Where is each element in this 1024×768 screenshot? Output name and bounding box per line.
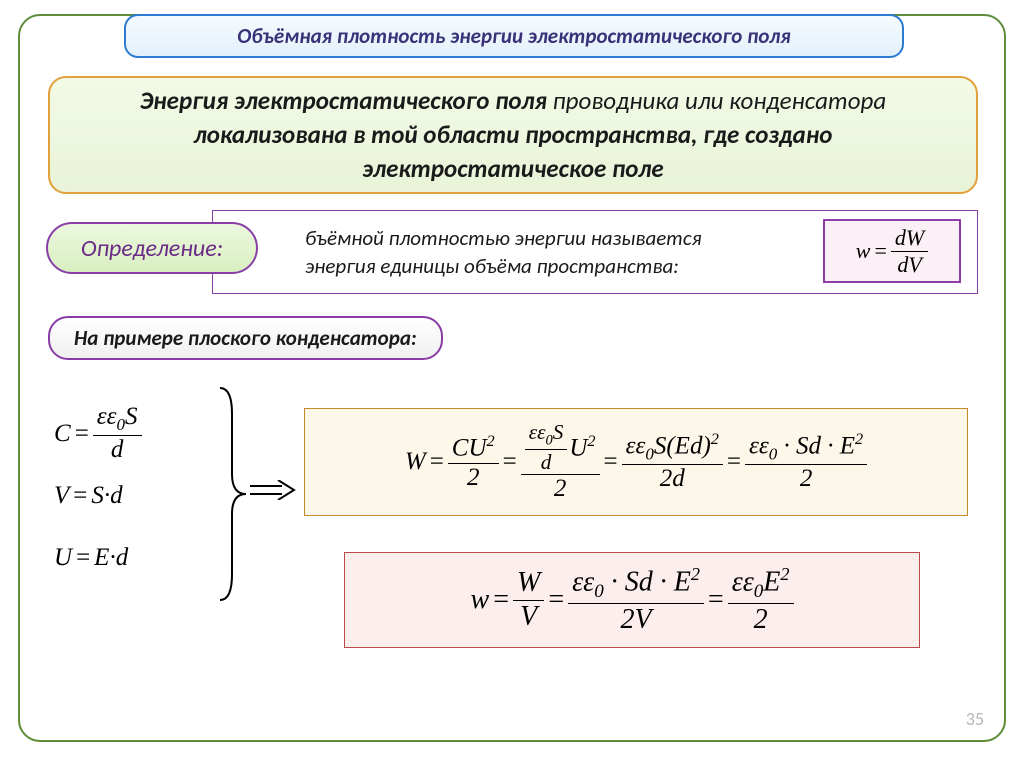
example-label-text: На примере плоского конденсатора:	[74, 325, 417, 351]
page-number: 35	[966, 708, 984, 730]
slide-title-text: Объёмная плотность энергии электростатич…	[237, 23, 790, 49]
slide-title-pill: Объёмная плотность энергии электростатич…	[124, 14, 904, 58]
definition-label-pill: Определение:	[46, 222, 258, 274]
definition-line-2: энергия единицы объёма пространства:	[305, 253, 679, 279]
definition-line-1: бъёмной плотностью энергии называется	[305, 225, 702, 251]
definition-label-text: Определение:	[81, 234, 223, 263]
formula-w-den: dV	[893, 252, 925, 277]
derivation-diagram: C= εε0S d V=S · d U=E · d W=	[48, 376, 978, 726]
formula-C: C= εε0S d	[54, 410, 234, 458]
definition-text: бъёмной плотностью энергии называется эн…	[305, 224, 702, 281]
energy-statement-box: Энергия электростатического поля проводн…	[48, 76, 978, 194]
implies-arrow-icon	[248, 480, 296, 500]
formula-V: V=S · d	[54, 472, 234, 520]
formula-w-lhs: w	[856, 238, 871, 264]
equals-sign: =	[874, 238, 886, 264]
energy-statement-text: Энергия электростатического поля проводн…	[78, 84, 948, 185]
energy-bold-2: локализована в той области пространства,…	[194, 119, 833, 184]
definition-text-box: бъёмной плотностью энергии называется эн…	[212, 210, 978, 294]
energy-plain: проводника или конденсатора	[553, 85, 887, 116]
example-label-pill: На примере плоского конденсатора:	[48, 316, 443, 360]
definition-row: Определение: бъёмной плотностью энергии …	[46, 210, 976, 302]
energy-bold-1: Энергия электростатического поля	[140, 85, 553, 116]
brace-icon	[212, 384, 252, 604]
formula-w-frac: dW dV	[891, 225, 928, 277]
formula-density-def: w = dW dV	[823, 219, 961, 283]
slide-frame: Объёмная плотность энергии электростатич…	[18, 14, 1006, 742]
given-formulas: C= εε0S d V=S · d U=E · d	[54, 396, 234, 596]
formula-w-num: dW	[891, 225, 928, 250]
formula-w-result: w= W V = εε0 · Sd · E2 2V = εε0E2 2	[344, 552, 920, 648]
formula-U: U=E · d	[54, 534, 234, 582]
formula-W-derivation: W= CU2 2 = εε0S d U2 2 =	[304, 408, 968, 516]
